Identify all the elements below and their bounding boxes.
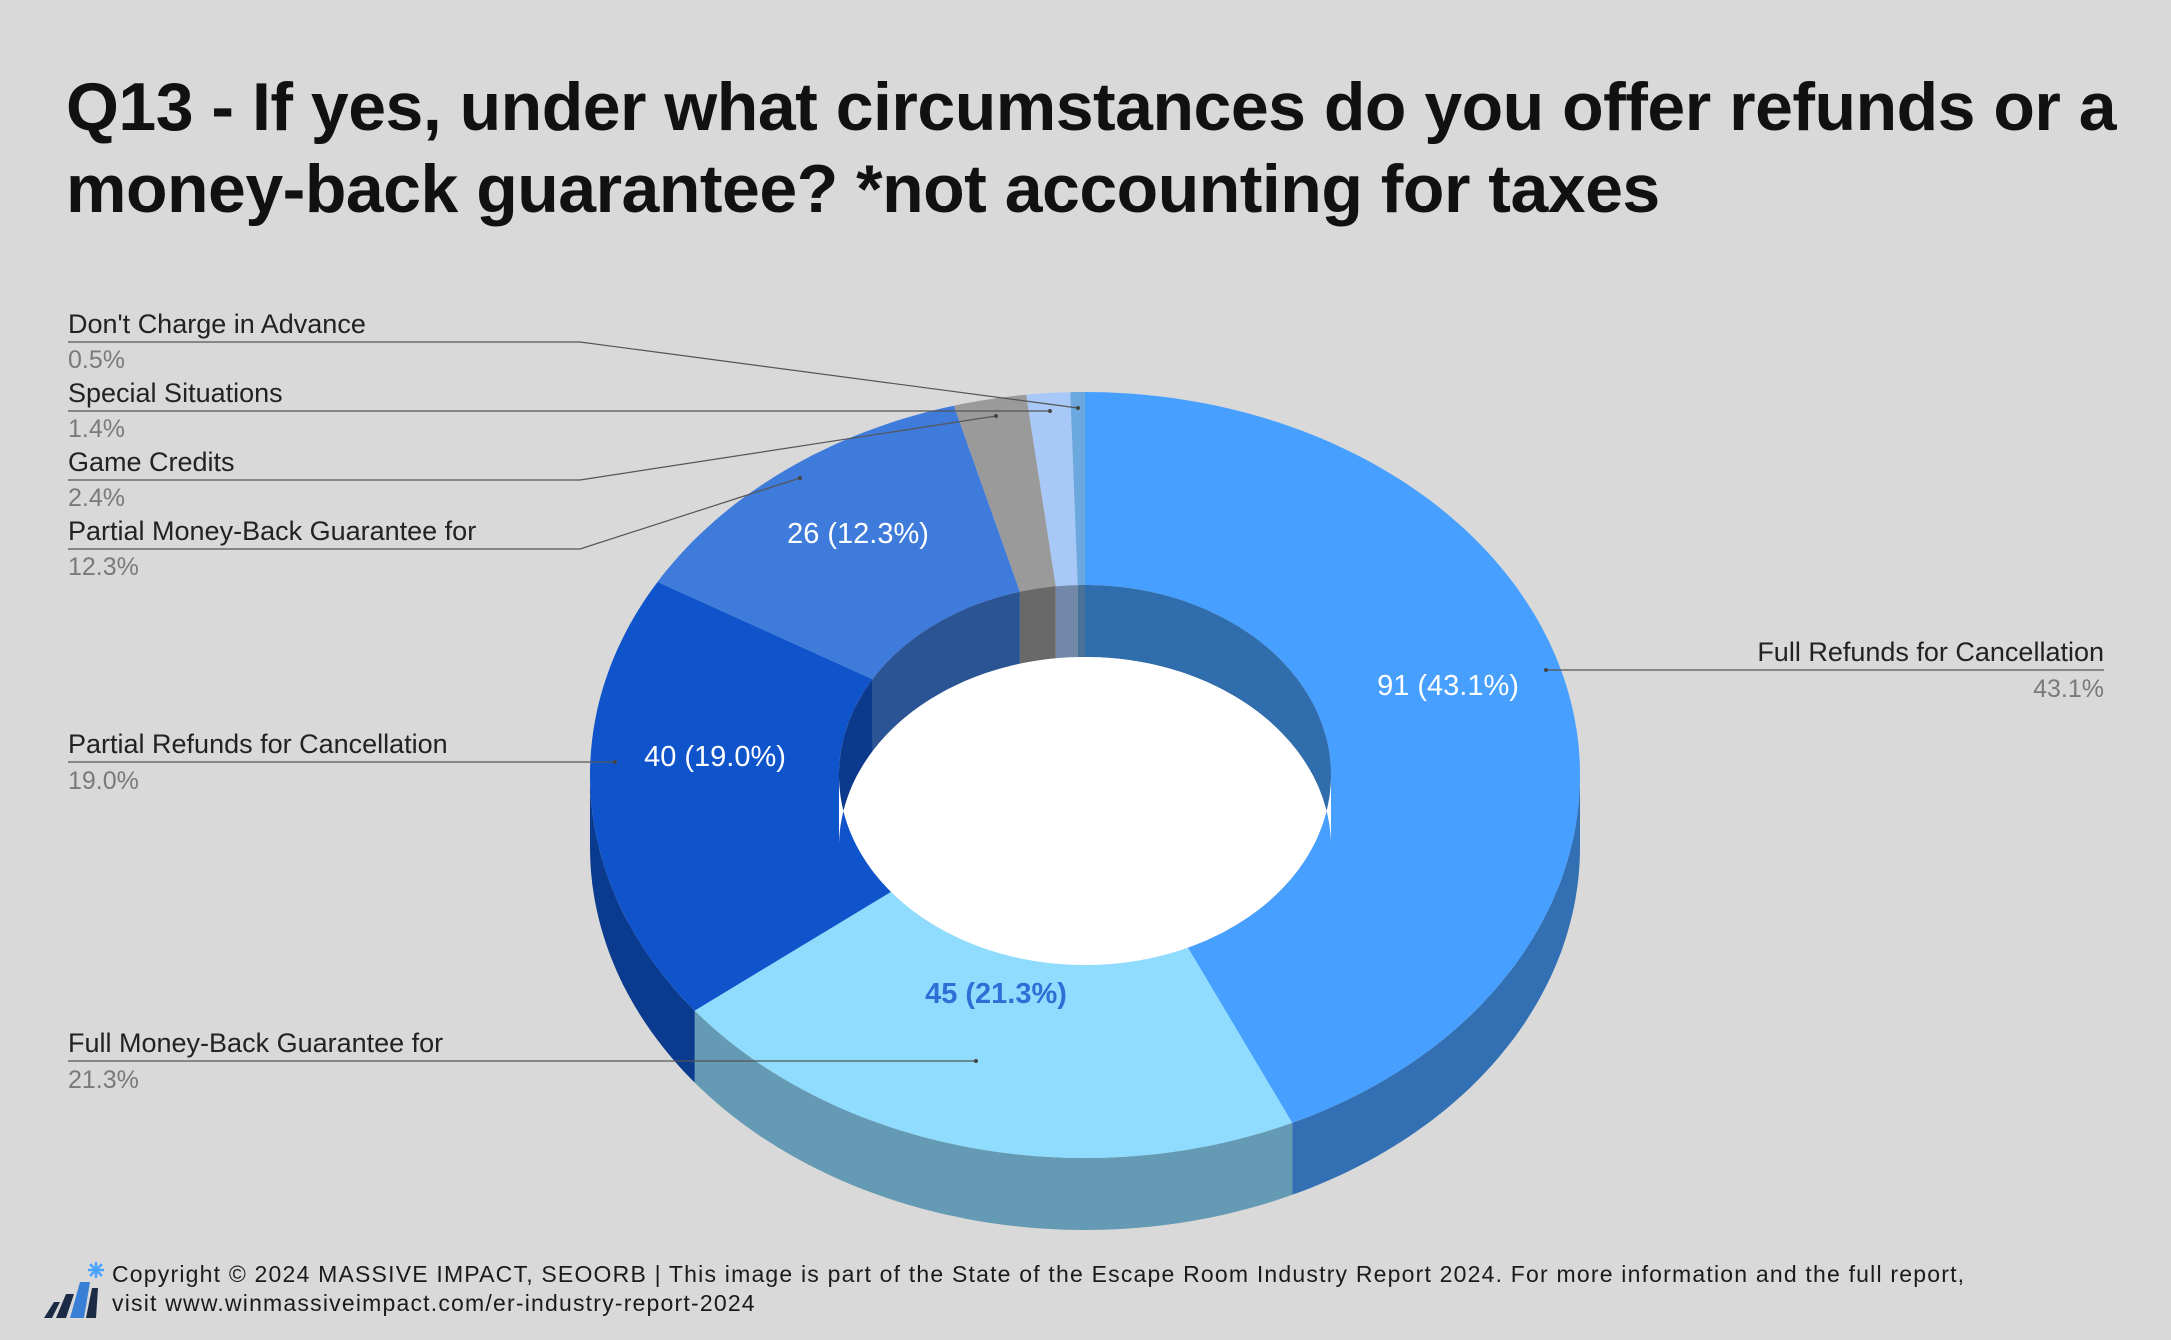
slice-4: [953, 394, 1056, 592]
callout-1: Full Money-Back Guarantee for 21.3%: [68, 1028, 978, 1094]
callout-name-2: Partial Refunds for Cancellation: [68, 729, 448, 759]
leader-dot-0: [1544, 668, 1548, 672]
data-labels: 91 (43.1%) 45 (21.3%) 40 (19.0%) 26 (12.3%): [644, 518, 1519, 1010]
callout-percent-4: 2.4%: [68, 484, 125, 512]
slice-3: [657, 405, 1020, 680]
inner-wall-6-0: [1077, 585, 1085, 658]
callout-name-0: Full Refunds for Cancellation: [1757, 637, 2104, 667]
data-label-1: 45 (21.3%): [925, 978, 1067, 1010]
callout-labels: Don't Charge in Advance 0.5% Special Situa…: [68, 309, 2104, 1094]
chart-title: Q13 - If yes, under what circumstances d…: [66, 69, 2117, 227]
callout-6: Don't Charge in Advance 0.5%: [68, 309, 1080, 410]
slice-6: [1070, 392, 1085, 586]
side-wall-0: [1292, 775, 1580, 1195]
data-label-0: 91 (43.1%): [1377, 670, 1519, 702]
slice-2: [590, 581, 891, 1011]
side-wall-1: [694, 1010, 1293, 1230]
inner-wall-4-0: [1019, 586, 1056, 664]
inner-wall-5-0: [1055, 585, 1078, 659]
callout-0: Full Refunds for Cancellation 43.1%: [1544, 637, 2104, 703]
side-wall-2: [590, 775, 695, 1083]
callout-name-1: Full Money-Back Guarantee for: [68, 1028, 443, 1058]
callout-percent-2: 19.0%: [68, 767, 139, 795]
slice-0: [1085, 392, 1580, 1123]
inner-wall-0-0: [1085, 585, 1331, 847]
callout-name-3: Partial Money-Back Guarantee for: [68, 516, 476, 546]
footer-line-2: visit www.winmassiveimpact.com/er-indust…: [112, 1290, 756, 1316]
callout-percent-6: 0.5%: [68, 346, 125, 374]
leader-line-6: [68, 341, 1079, 409]
slice-1: [694, 891, 1293, 1158]
callout-percent-1: 21.3%: [68, 1066, 139, 1094]
massive-impact-logo-icon: [44, 1262, 104, 1318]
footer: Copyright © 2024 MASSIVE IMPACT, SEOORB …: [42, 1256, 2142, 1326]
leader-dot-5: [1048, 409, 1052, 413]
callout-name-6: Don't Charge in Advance: [68, 309, 366, 339]
callout-3: Partial Money-Back Guarantee for 12.3%: [68, 476, 802, 581]
callout-2: Partial Refunds for Cancellation 19.0%: [68, 729, 617, 795]
callout-percent-3: 12.3%: [68, 553, 139, 581]
callout-4: Game Credits 2.4%: [68, 414, 998, 512]
leader-dot-1: [974, 1059, 978, 1063]
callout-percent-5: 1.4%: [68, 415, 125, 443]
leader-line-4: [68, 415, 997, 481]
callout-name-4: Game Credits: [68, 447, 235, 477]
donut-hole: [839, 657, 1331, 965]
slice-5: [1026, 392, 1078, 587]
donut-inner-walls: [839, 585, 1331, 965]
callout-name-5: Special Situations: [68, 378, 283, 408]
inner-wall-2-0: [839, 679, 873, 847]
leader-dot-2: [613, 760, 617, 764]
callout-5: Special Situations 1.4%: [68, 378, 1052, 443]
leader-line-3: [68, 477, 801, 550]
footer-line-1: Copyright © 2024 MASSIVE IMPACT, SEOORB …: [112, 1261, 1966, 1287]
donut-side-walls: [590, 775, 1580, 1230]
data-label-2: 40 (19.0%): [644, 741, 786, 773]
leader-dot-3: [798, 476, 802, 480]
data-label-3: 26 (12.3%): [787, 518, 929, 550]
callout-percent-0: 43.1%: [2033, 675, 2104, 703]
inner-wall-3-0: [872, 591, 1020, 752]
donut-top-faces: [590, 392, 1580, 1158]
leader-dot-4: [994, 414, 998, 418]
footer-copyright-text: Copyright © 2024 MASSIVE IMPACT, SEOORB …: [112, 1260, 2171, 1318]
leader-dot-6: [1076, 406, 1080, 410]
